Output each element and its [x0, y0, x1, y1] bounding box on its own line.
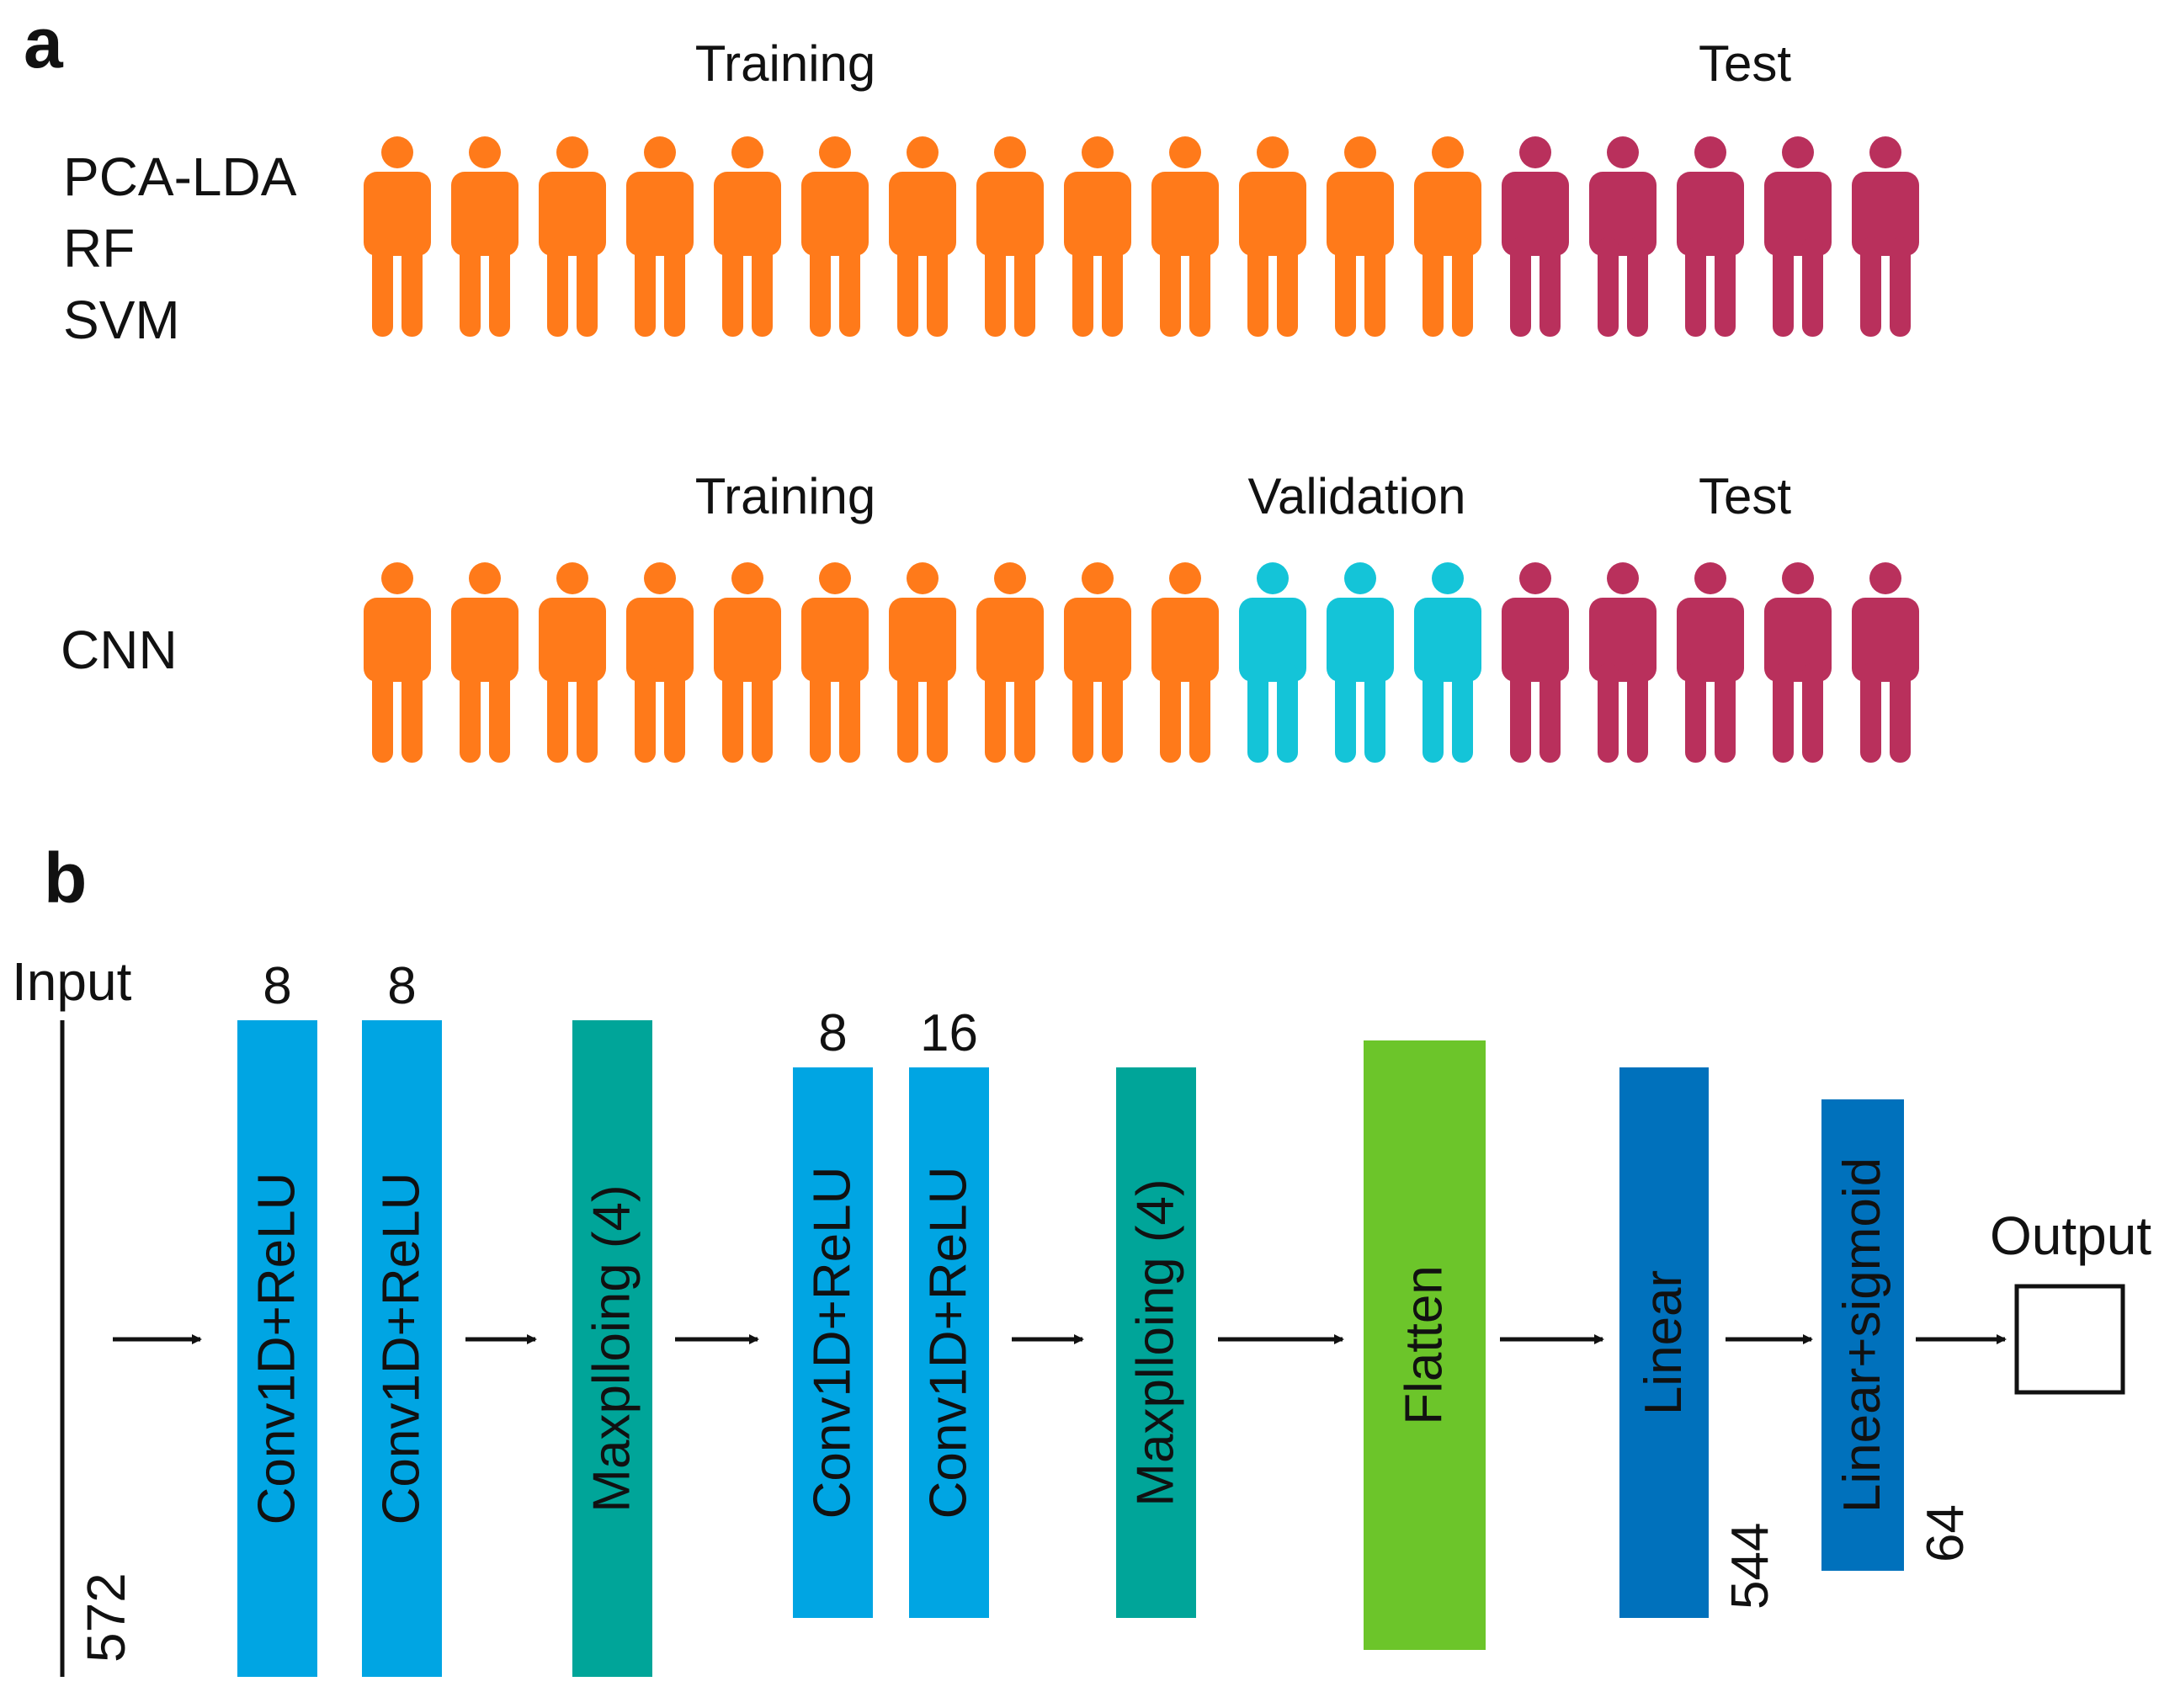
row1-training-person-icon — [801, 136, 869, 337]
input-label: Input — [12, 951, 132, 1012]
row2-validation-person-icon — [1327, 562, 1394, 763]
row1-training-person-icon — [1327, 136, 1394, 337]
block-1-conv1d-relu — [237, 1020, 317, 1677]
row1-training-person-icon — [1414, 136, 1481, 337]
row2-training-person-icon — [364, 562, 431, 763]
block-9-size-label: 64 — [1917, 1504, 1975, 1562]
row2-validation-person-icon — [1414, 562, 1481, 763]
row2-test-person-icon — [1502, 562, 1569, 763]
block-8-size-label: 544 — [1721, 1523, 1779, 1610]
block-4-conv1d-relu — [793, 1067, 873, 1618]
row1-test-person-icon — [1589, 136, 1657, 337]
row2-training-person-icon — [976, 562, 1044, 763]
block-7-flatten — [1364, 1040, 1486, 1650]
block-1-label: Conv1D+ReLU — [248, 1173, 306, 1525]
row2-people — [364, 562, 1919, 763]
row1-training-header: Training — [695, 35, 876, 92]
block-3-maxplloing-4 — [572, 1020, 652, 1677]
row2-validation-person-icon — [1239, 562, 1306, 763]
row1-training-person-icon — [539, 136, 606, 337]
block-6-maxplloing-4 — [1116, 1067, 1196, 1618]
row1-training-person-icon — [976, 136, 1044, 337]
row2-test-person-icon — [1764, 562, 1832, 763]
block-8-linear — [1619, 1067, 1709, 1618]
network-blocks: Conv1D+ReLU 8 Conv1D+ReLU 8 Maxplloing (4) Co… — [237, 957, 1975, 1677]
block-7-label: Flatten — [1396, 1265, 1454, 1425]
panel-b-label: b — [44, 838, 87, 918]
block-4-label: Conv1D+ReLU — [804, 1167, 862, 1519]
block-2-label: Conv1D+ReLU — [373, 1173, 431, 1525]
row1-people — [364, 136, 1919, 337]
row1-training-person-icon — [889, 136, 956, 337]
row2-training-header: Training — [695, 468, 876, 524]
panel-a-label: a — [24, 3, 64, 82]
row1-test-person-icon — [1764, 136, 1832, 337]
row1-test-person-icon — [1677, 136, 1744, 337]
block-8-label: Linear — [1635, 1270, 1693, 1415]
output-label: Output — [1990, 1205, 2151, 1266]
row1-training-person-icon — [451, 136, 518, 337]
row2-training-person-icon — [451, 562, 518, 763]
row2-test-person-icon — [1852, 562, 1919, 763]
row2-method-cnn: CNN — [61, 620, 178, 680]
row2-test-person-icon — [1589, 562, 1657, 763]
block-6-label: Maxplloing (4) — [1127, 1179, 1185, 1506]
row2-training-person-icon — [1151, 562, 1219, 763]
block-5-conv1d-relu — [909, 1067, 989, 1618]
row1-training-person-icon — [1064, 136, 1131, 337]
block-5-label: Conv1D+ReLU — [920, 1167, 978, 1519]
row2-test-header: Test — [1699, 468, 1791, 524]
row2-training-person-icon — [714, 562, 781, 763]
row1-test-person-icon — [1502, 136, 1569, 337]
row2-training-person-icon — [889, 562, 956, 763]
row1-training-person-icon — [1151, 136, 1219, 337]
row1-method-svm: SVM — [63, 290, 180, 350]
row2-training-person-icon — [801, 562, 869, 763]
row2-training-person-icon — [539, 562, 606, 763]
row1-training-person-icon — [1239, 136, 1306, 337]
row1-training-person-icon — [364, 136, 431, 337]
block-9-label: Linear+sigmoid — [1833, 1157, 1891, 1513]
row1-method-rf: RF — [63, 218, 135, 279]
row1-method-pca-lda: PCA-LDA — [63, 146, 297, 207]
row2-training-person-icon — [1064, 562, 1131, 763]
row1-training-person-icon — [714, 136, 781, 337]
block-5-channels-label: 16 — [920, 1004, 978, 1062]
block-3-label: Maxplloing (4) — [583, 1184, 641, 1512]
output-box — [2014, 1284, 2125, 1395]
row2-test-person-icon — [1677, 562, 1744, 763]
input-size-label: 572 — [76, 1572, 136, 1663]
row1-test-header: Test — [1699, 35, 1791, 92]
row1-training-person-icon — [626, 136, 694, 337]
block-9-linear-sigmoid — [1821, 1099, 1904, 1571]
block-1-channels-label: 8 — [263, 957, 291, 1015]
block-4-channels-label: 8 — [818, 1004, 847, 1062]
block-2-conv1d-relu — [362, 1020, 442, 1677]
block-2-channels-label: 8 — [387, 957, 416, 1015]
row2-training-person-icon — [626, 562, 694, 763]
row2-validation-header: Validation — [1247, 468, 1465, 524]
row1-test-person-icon — [1852, 136, 1919, 337]
